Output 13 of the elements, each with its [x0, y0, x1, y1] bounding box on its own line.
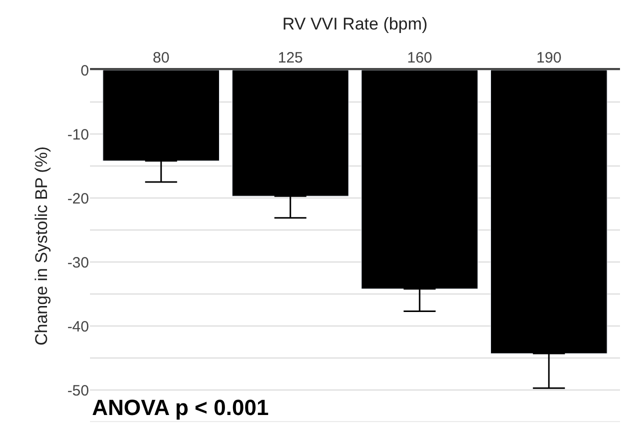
- annotation: ANOVA p < 0.001: [92, 395, 269, 420]
- y-tick-label: -40: [67, 318, 89, 336]
- x-tick-label: 125: [278, 49, 303, 66]
- y-tick-label: -10: [67, 126, 89, 144]
- y-tick-label: -30: [67, 254, 89, 272]
- y-axis-title: Change in Systolic BP (%): [32, 146, 51, 346]
- y-tick-label: -20: [67, 190, 89, 208]
- x-axis-title: RV VVI Rate (bpm): [282, 14, 428, 34]
- x-tick-label: 160: [407, 49, 432, 66]
- x-tick-label: 80: [152, 49, 170, 66]
- y-tick-label: 0: [80, 62, 89, 80]
- x-tick-label: 190: [536, 49, 562, 66]
- y-tick-label: -50: [67, 382, 89, 400]
